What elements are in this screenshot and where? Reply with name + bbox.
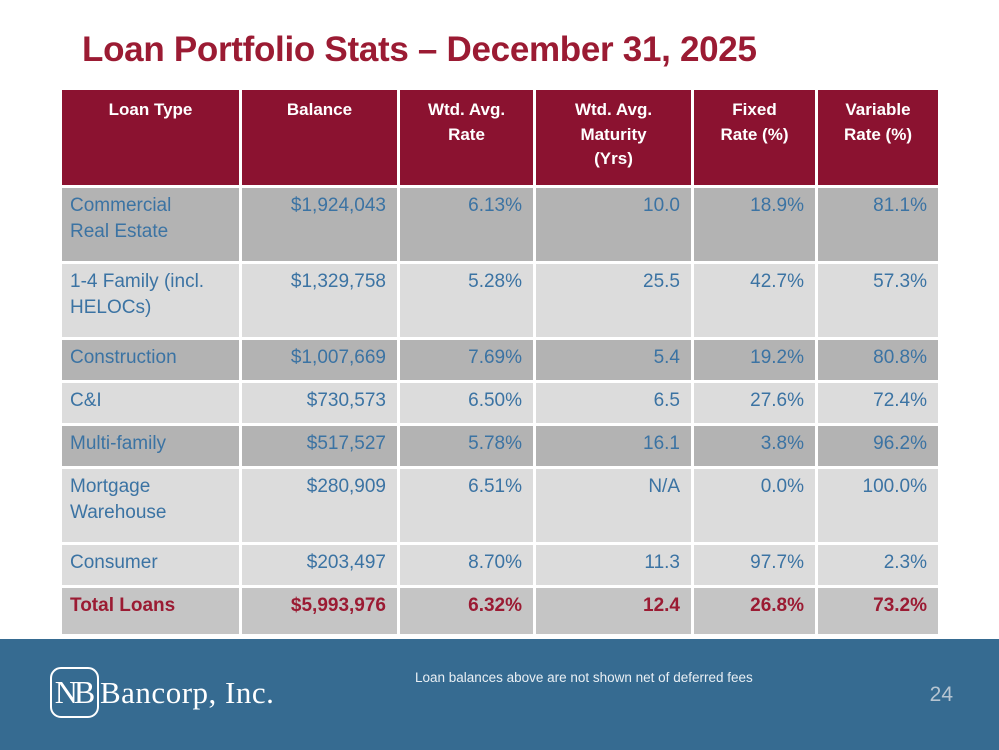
cell-loan-type: 1-4 Family (incl. HELOCs): [62, 264, 239, 337]
cell-loan-type: Multi-family: [62, 426, 239, 466]
cell-fixed-rate-pct: 0.0%: [694, 469, 815, 542]
column-header-wtd-avg-maturity-yrs: Wtd. Avg. Maturity (Yrs): [536, 90, 691, 185]
cell-wtd-avg-rate: 6.32%: [400, 588, 533, 634]
cell-wtd-avg-maturity-yrs: 10.0: [536, 188, 691, 261]
cell-wtd-avg-rate: 5.28%: [400, 264, 533, 337]
cell-wtd-avg-maturity-yrs: 12.4: [536, 588, 691, 634]
table-header-row: Loan Type Balance Wtd. Avg. Rate Wtd. Avg. …: [62, 90, 938, 185]
cell-wtd-avg-rate: 5.78%: [400, 426, 533, 466]
cell-variable-rate-pct: 96.2%: [818, 426, 938, 466]
slide-title: Loan Portfolio Stats – December 31, 2025: [82, 30, 757, 69]
table-body: Commercial Real Estate $1,924,043 6.13% 10.…: [62, 188, 938, 634]
nb-monogram-icon: NB: [50, 667, 99, 718]
cell-variable-rate-pct: 80.8%: [818, 340, 938, 380]
company-logo: NB Bancorp, Inc.: [50, 667, 274, 718]
cell-fixed-rate-pct: 18.9%: [694, 188, 815, 261]
cell-loan-type: Construction: [62, 340, 239, 380]
cell-loan-type: Consumer: [62, 545, 239, 585]
cell-variable-rate-pct: 2.3%: [818, 545, 938, 585]
table-row: C&I $730,573 6.50% 6.5 27.6% 72.4%: [62, 383, 938, 423]
column-header-variable-rate-pct: Variable Rate (%): [818, 90, 938, 185]
cell-wtd-avg-maturity-yrs: 16.1: [536, 426, 691, 466]
column-header-fixed-rate-pct: Fixed Rate (%): [694, 90, 815, 185]
column-header-wtd-avg-rate: Wtd. Avg. Rate: [400, 90, 533, 185]
table-row: 1-4 Family (incl. HELOCs) $1,329,758 5.28%…: [62, 264, 938, 337]
cell-loan-type: Total Loans: [62, 588, 239, 634]
column-header-loan-type: Loan Type: [62, 90, 239, 185]
cell-fixed-rate-pct: 97.7%: [694, 545, 815, 585]
logo-monogram-text: NB: [54, 674, 96, 710]
cell-wtd-avg-maturity-yrs: 6.5: [536, 383, 691, 423]
cell-wtd-avg-rate: 8.70%: [400, 545, 533, 585]
cell-fixed-rate-pct: 27.6%: [694, 383, 815, 423]
cell-loan-type: Commercial Real Estate: [62, 188, 239, 261]
table-row: Mortgage Warehouse $280,909 6.51% N/A 0.0% 10…: [62, 469, 938, 542]
cell-wtd-avg-rate: 6.50%: [400, 383, 533, 423]
cell-wtd-avg-rate: 6.51%: [400, 469, 533, 542]
table-row: Consumer $203,497 8.70% 11.3 97.7% 2.3%: [62, 545, 938, 585]
cell-balance: $730,573: [242, 383, 397, 423]
cell-variable-rate-pct: 81.1%: [818, 188, 938, 261]
cell-balance: $517,527: [242, 426, 397, 466]
cell-balance: $280,909: [242, 469, 397, 542]
cell-balance: $203,497: [242, 545, 397, 585]
cell-balance: $5,993,976: [242, 588, 397, 634]
footer: NB Bancorp, Inc. Loan balances above are…: [0, 639, 999, 750]
cell-wtd-avg-maturity-yrs: 5.4: [536, 340, 691, 380]
table-row: Construction $1,007,669 7.69% 5.4 19.2% 80.8%: [62, 340, 938, 380]
cell-wtd-avg-maturity-yrs: N/A: [536, 469, 691, 542]
cell-balance: $1,007,669: [242, 340, 397, 380]
logo-company-name: Bancorp, Inc.: [100, 674, 275, 710]
cell-fixed-rate-pct: 42.7%: [694, 264, 815, 337]
cell-fixed-rate-pct: 19.2%: [694, 340, 815, 380]
cell-loan-type: C&I: [62, 383, 239, 423]
cell-wtd-avg-maturity-yrs: 11.3: [536, 545, 691, 585]
cell-variable-rate-pct: 73.2%: [818, 588, 938, 634]
cell-wtd-avg-maturity-yrs: 25.5: [536, 264, 691, 337]
cell-fixed-rate-pct: 3.8%: [694, 426, 815, 466]
cell-variable-rate-pct: 57.3%: [818, 264, 938, 337]
cell-variable-rate-pct: 100.0%: [818, 469, 938, 542]
cell-wtd-avg-rate: 7.69%: [400, 340, 533, 380]
cell-balance: $1,329,758: [242, 264, 397, 337]
loan-portfolio-table: Loan Type Balance Wtd. Avg. Rate Wtd. Avg. …: [62, 90, 938, 634]
table-row: Multi-family $517,527 5.78% 16.1 3.8% 96.2%: [62, 426, 938, 466]
cell-wtd-avg-rate: 6.13%: [400, 188, 533, 261]
cell-loan-type: Mortgage Warehouse: [62, 469, 239, 542]
cell-fixed-rate-pct: 26.8%: [694, 588, 815, 634]
page-number: 24: [929, 683, 953, 706]
cell-balance: $1,924,043: [242, 188, 397, 261]
table-row: Commercial Real Estate $1,924,043 6.13% 10.…: [62, 188, 938, 261]
table-total-row: Total Loans $5,993,976 6.32% 12.4 26.8% 73.2%: [62, 588, 938, 634]
cell-variable-rate-pct: 72.4%: [818, 383, 938, 423]
footnote: Loan balances above are not shown net of…: [415, 670, 753, 685]
column-header-balance: Balance: [242, 90, 397, 185]
